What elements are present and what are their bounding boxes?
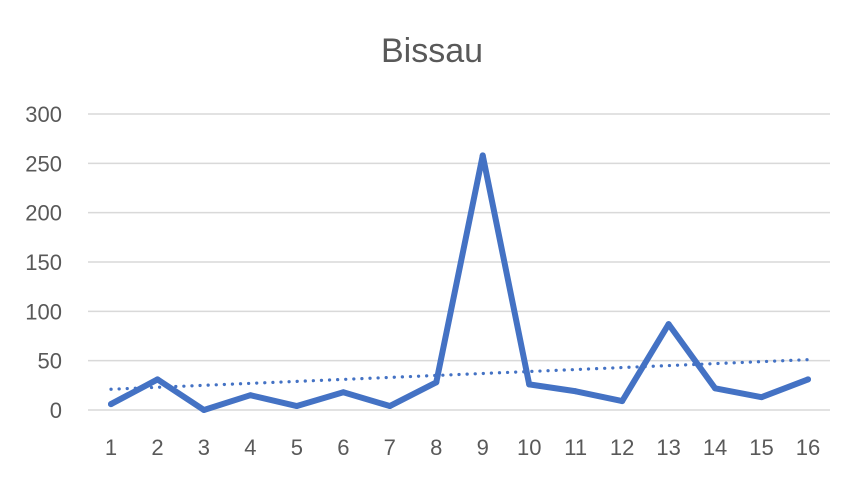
y-tick-label: 100 [25, 299, 62, 324]
series-layer [108, 152, 811, 413]
data-point [293, 403, 300, 410]
series-line-0 [108, 152, 811, 413]
data-point [154, 376, 161, 383]
data-point [386, 403, 393, 410]
data-point [665, 321, 672, 328]
data-point [526, 381, 533, 388]
y-tick-label: 250 [25, 151, 62, 176]
x-tick-label: 7 [384, 435, 396, 460]
trendline-layer [109, 358, 810, 391]
data-point [108, 401, 114, 408]
x-tick-label: 5 [291, 435, 303, 460]
data-point [200, 407, 207, 413]
x-tick-label: 3 [198, 435, 210, 460]
chart-title: Bissau [381, 32, 483, 70]
x-tick-label: 15 [749, 435, 773, 460]
data-point [433, 379, 440, 386]
x-axis-ticks: 1 2 3 4 5 6 7 8 9 10 11 12 13 14 15 16 [105, 435, 820, 460]
data-point [758, 394, 765, 401]
data-point [572, 388, 579, 395]
data-point [340, 389, 347, 396]
y-tick-label: 300 [25, 102, 62, 127]
x-tick-label: 16 [796, 435, 820, 460]
x-tick-label: 8 [430, 435, 442, 460]
data-point [805, 376, 811, 383]
trendline [109, 358, 810, 391]
y-tick-label: 150 [25, 250, 62, 275]
x-tick-label: 10 [517, 435, 541, 460]
data-point [712, 385, 719, 392]
x-tick-label: 6 [337, 435, 349, 460]
y-tick-label: 200 [25, 201, 62, 226]
y-tick-label: 50 [38, 349, 62, 374]
x-tick-label: 14 [703, 435, 727, 460]
data-point [619, 398, 626, 405]
x-tick-label: 13 [656, 435, 680, 460]
x-tick-label: 1 [105, 435, 117, 460]
data-point [479, 152, 486, 159]
x-tick-label: 2 [151, 435, 163, 460]
x-tick-label: 11 [564, 435, 587, 460]
y-axis-ticks: 0 50 100 150 200 250 300 [25, 102, 62, 423]
x-tick-label: 4 [244, 435, 256, 460]
y-tick-label: 0 [50, 398, 62, 423]
data-point [247, 392, 254, 399]
x-tick-label: 12 [610, 435, 634, 460]
x-tick-label: 9 [477, 435, 489, 460]
gridlines [88, 113, 830, 411]
